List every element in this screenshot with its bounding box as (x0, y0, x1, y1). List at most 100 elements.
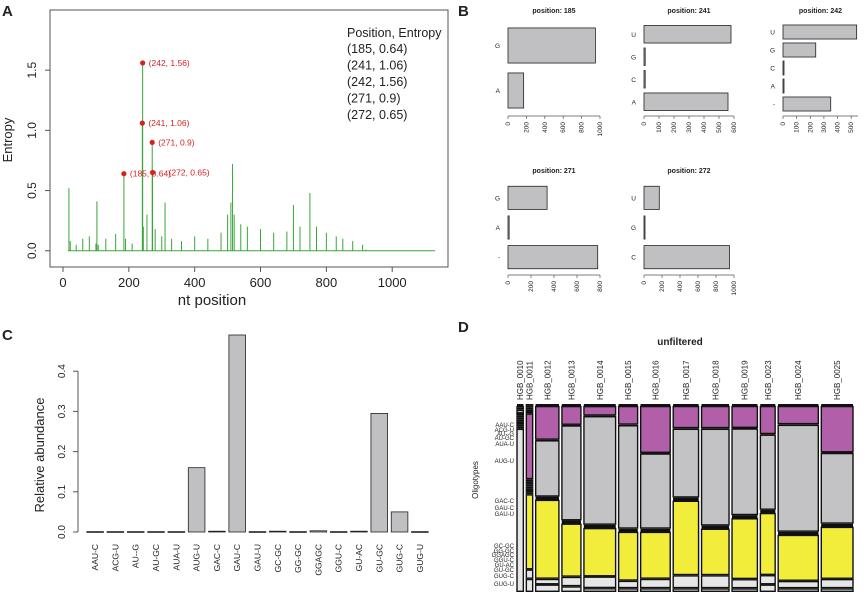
panel-d-tile (820, 452, 854, 524)
panel-b-xtick-label: 600 (574, 281, 581, 292)
panel-c-category-label: GUG-U (415, 544, 425, 572)
panel-c-bar (127, 531, 145, 533)
panel-b-category-label: G (631, 225, 636, 232)
panel-b-category-label: A (496, 225, 501, 232)
panel-d-tile (820, 588, 854, 593)
panel-c-bar (106, 531, 125, 533)
panel-b-xtick-label: 100 (794, 122, 801, 133)
panel-a-plot-frame (49, 9, 449, 268)
panel-b-xtick-label: 400 (835, 122, 842, 133)
panel-a-xlabel: nt position (178, 292, 246, 309)
panel-b-bar (507, 72, 525, 109)
panel-d-tile (583, 576, 617, 589)
panel-d-tile (759, 405, 776, 435)
panel-a-legend-title: Position, Entropy (347, 26, 442, 40)
panel-d-tile (700, 428, 730, 526)
panel-a-ytick-label: 1.5 (25, 61, 39, 78)
panel-b-category-label: A (771, 84, 776, 91)
panel-b-bar (643, 25, 732, 44)
panel-d-tile (639, 578, 671, 589)
panel-d-tile (672, 500, 700, 576)
panel-b-title: position: 242 (799, 8, 842, 15)
panel-c-bar (208, 530, 226, 533)
panel-a-legend: Position, Entropy (185, 0.64) (241, 1.06)… (347, 26, 442, 122)
panel-a-xtick-label: 1000 (378, 275, 407, 290)
panel-d-tile (639, 405, 671, 453)
panel-d-tile (672, 575, 700, 589)
panel-d-tile (820, 578, 854, 589)
panel-d-tile (561, 586, 582, 593)
panel-d-tile (534, 499, 560, 579)
panel-d-tile (820, 405, 854, 453)
panel-b-xtick-label: 200 (528, 281, 535, 292)
panel-b-category-label: G (770, 48, 775, 55)
panel-d-tile (759, 512, 776, 576)
panel-b-xtick-label: 200 (807, 122, 814, 133)
panel-d-sample-label: HGB_0016 (651, 360, 660, 400)
panel-a-legend-entry: (272, 0.65) (347, 108, 407, 122)
panel-a-xtick-label: 400 (184, 275, 206, 290)
panel-c-category-label: GAU-U (253, 544, 263, 571)
panel-d-tile (759, 584, 776, 592)
panel-b-title: position: 271 (532, 168, 575, 175)
panel-d-title: unfiltered (657, 337, 703, 348)
panel-b-bar (782, 78, 785, 94)
panel-b-category-label: G (495, 195, 500, 202)
panel-d-tile (617, 531, 639, 581)
panel-d-tile (617, 405, 639, 425)
panel-c-ytick-label: 0.4 (57, 364, 68, 378)
panel-a-xtick-label: 0 (59, 275, 66, 290)
panel-d-tile (700, 528, 730, 576)
panel-d-tile (672, 428, 700, 498)
panel-letter-b: B (458, 3, 469, 20)
panel-c-category-label: GAC-C (212, 544, 222, 571)
panel-d-oligotype-label: GUG-C (494, 574, 515, 580)
panel-b-category-label: U (631, 195, 636, 202)
panel-d-tile (617, 580, 639, 589)
panel-d-ylabel: Oligotypes (471, 461, 480, 499)
panel-b-category-label: G (495, 43, 500, 50)
panel-c-bar (370, 412, 388, 533)
panel-d-oligotype-label: GU-GC (494, 568, 515, 574)
panel-c-bar (350, 530, 368, 533)
panel-d-sample-label: HGB_0025 (833, 360, 842, 400)
panel-d-tile (617, 588, 639, 593)
panel-b-title: position: 272 (667, 168, 710, 175)
panel-d-oligotype-label: AUG-U (495, 459, 514, 465)
panel-d-tile (777, 580, 820, 589)
panel-d-sample-label: HGB_0023 (764, 360, 773, 400)
panel-d-sample-label: HGB_0010 (516, 360, 525, 400)
panel-c-category-label: GGU-C (334, 544, 344, 572)
panel-c-bar (411, 531, 429, 533)
highlight-label: (241, 1.06) (148, 118, 189, 128)
panel-c-ytick-label: 0.0 (57, 525, 68, 539)
panel-b-xtick-label: 400 (551, 281, 558, 292)
panel-b-title: position: 185 (532, 8, 575, 15)
panel-d-oligotype-label: GC-GC (494, 544, 515, 550)
panel-d-tile (639, 453, 671, 529)
panel-c-category-label: AU-GC (151, 544, 161, 571)
panel-c-bar (329, 531, 348, 533)
panel-b-xtick-label: 400 (542, 122, 549, 133)
panel-d-tile (525, 413, 534, 480)
panel-d-tile (525, 494, 534, 570)
panel-c-category-label: GGAGC (313, 544, 323, 576)
highlight-point (149, 169, 156, 176)
panel-b-xtick-label: 600 (731, 122, 738, 133)
panel-d-tile (525, 569, 534, 579)
panel-d-sample-label: HGB_0011 (526, 360, 535, 400)
panel-a-xtick-label: 800 (316, 275, 338, 290)
panel-c-category-label: GUG-C (395, 544, 405, 572)
panel-a-entropy-chart: nt position Entropy Position, Entropy (1… (0, 9, 449, 309)
panel-b-xtick-label: 0 (641, 281, 648, 285)
panel-d-tile (583, 416, 617, 525)
panel-b-category-label: U (770, 30, 775, 37)
panel-d-tile (700, 405, 730, 429)
panel-d-tile (583, 405, 617, 416)
panel-d-tile (731, 518, 759, 580)
panel-c-ytick-label: 0.3 (57, 404, 68, 418)
highlight-point (139, 120, 145, 126)
panel-b-category-label: C (631, 77, 636, 84)
panel-b-xtick-label: 600 (695, 281, 702, 292)
panel-b-xtick-label: 800 (579, 122, 586, 133)
